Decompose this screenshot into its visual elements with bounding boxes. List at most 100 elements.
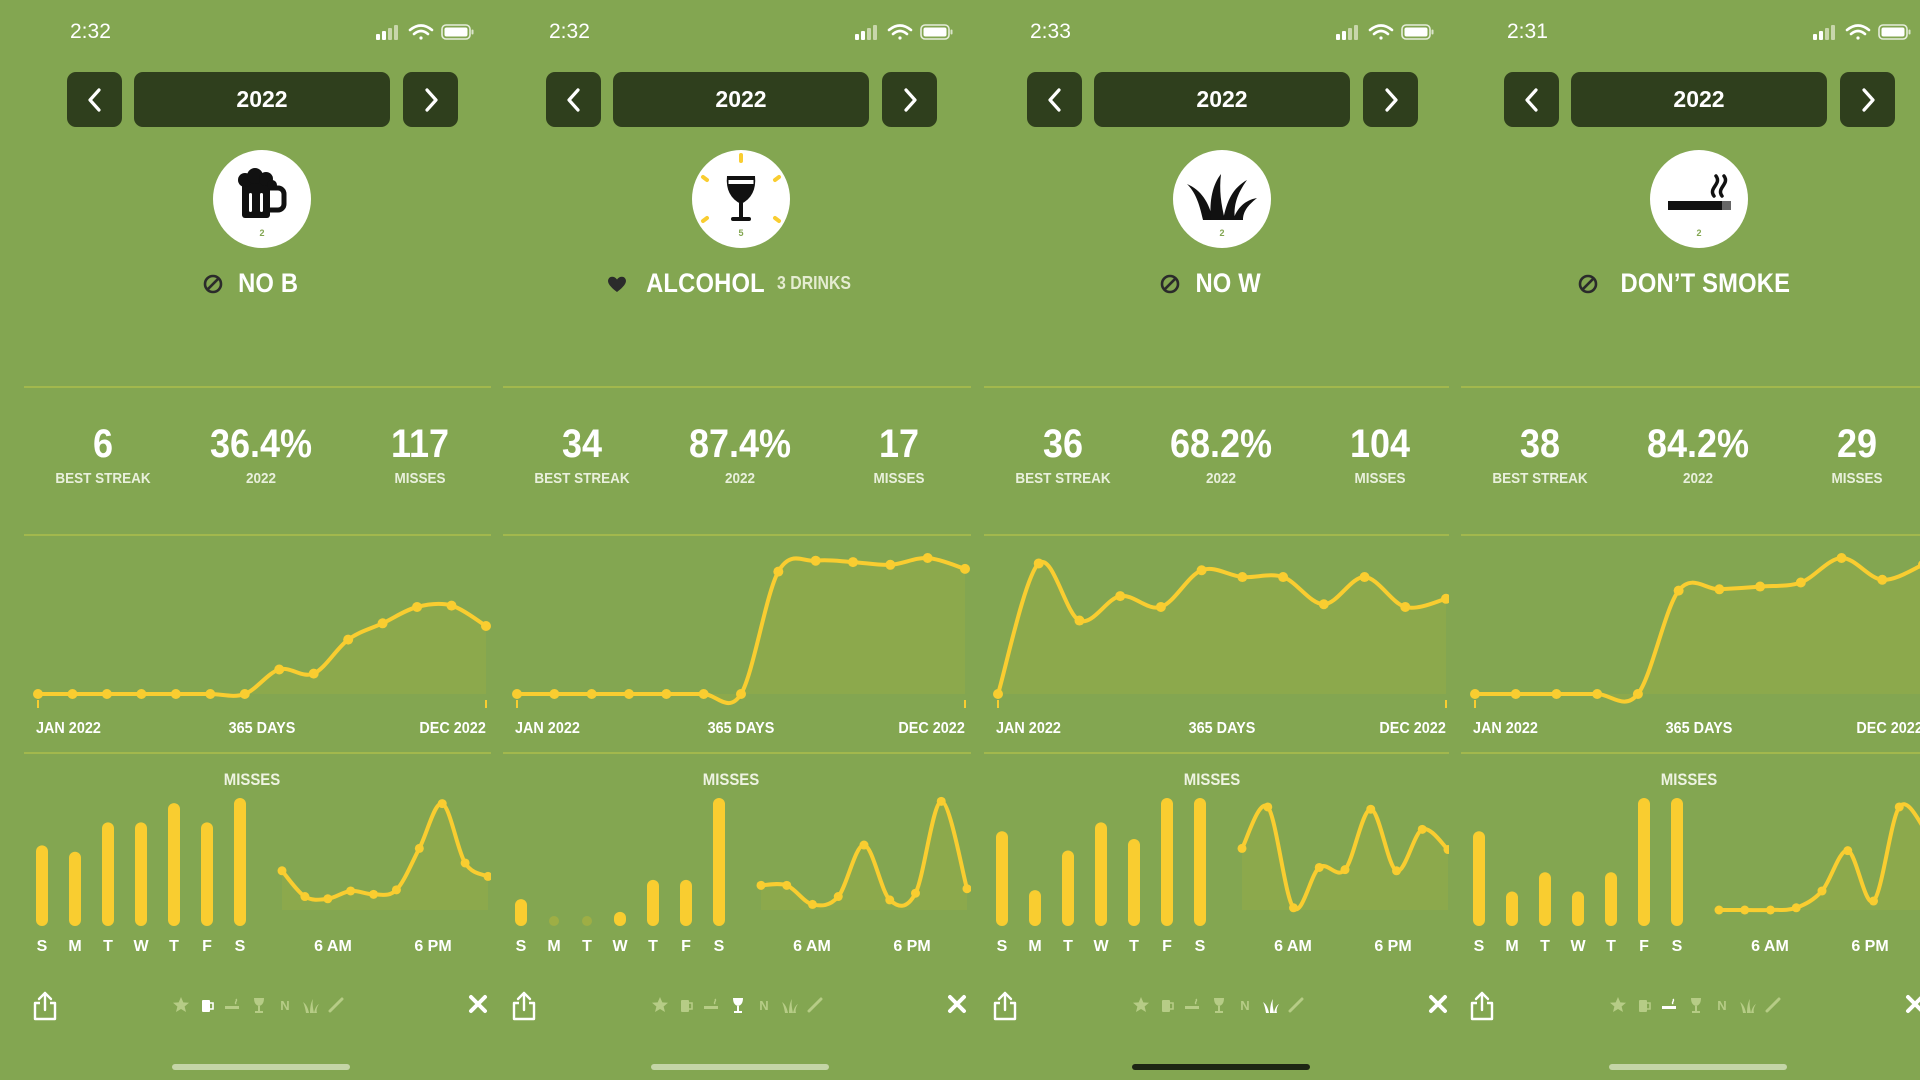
habit-switch-star-icon[interactable] <box>651 996 669 1014</box>
misses-chart-title: MISSES <box>223 770 281 789</box>
trend-start-label: JAN 2022 <box>1473 720 1538 737</box>
habit-icon-button[interactable]: 2 <box>1173 150 1271 248</box>
share-icon[interactable] <box>30 990 60 1022</box>
divider <box>24 752 492 754</box>
habit-switch-star-icon[interactable] <box>172 996 190 1014</box>
habit-switch-grass-icon[interactable] <box>781 996 799 1014</box>
hour-point <box>808 899 817 909</box>
trend-point <box>1074 615 1085 626</box>
trend-point <box>549 689 560 699</box>
habit-switch-wine-glass-icon[interactable] <box>729 996 747 1014</box>
habit-switch-beer-mug-icon[interactable] <box>1635 996 1653 1014</box>
weekday-label: T <box>1540 938 1550 955</box>
trend-end-label: DEC 2022 <box>419 720 486 737</box>
best-streak-stat: 36 BEST STREAK <box>988 420 1138 487</box>
habit-switch-cigar-icon[interactable] <box>1765 996 1783 1014</box>
habit-switch-cigarette-icon[interactable] <box>703 996 721 1014</box>
trend-point <box>1318 599 1329 610</box>
year-selector[interactable]: 2022 <box>134 72 390 127</box>
next-year-button[interactable] <box>403 72 458 127</box>
habit-switch-cigarette-icon[interactable] <box>1661 996 1679 1014</box>
habit-switch-cigarette-icon[interactable] <box>224 996 242 1014</box>
hour-point <box>1417 824 1427 834</box>
habit-icon-button[interactable]: 5 <box>692 150 790 248</box>
habit-switch-wine-glass-icon[interactable] <box>1687 996 1705 1014</box>
trend-point <box>993 689 1003 699</box>
status-time: 2:32 <box>70 20 111 43</box>
close-icon[interactable] <box>467 993 489 1015</box>
habit-switch-n-letter-icon[interactable]: N <box>1236 996 1254 1014</box>
share-icon[interactable] <box>1467 990 1497 1022</box>
weekday-label: T <box>648 938 658 955</box>
habit-icon-button[interactable]: 2 <box>1650 150 1748 248</box>
habit-switch-cigar-icon[interactable] <box>328 996 346 1014</box>
hour-point <box>323 894 333 904</box>
habit-screen-1: 2:32 2022 <box>12 0 492 1080</box>
cellular-signal-icon <box>1336 25 1358 40</box>
best-streak-value: 6 <box>92 422 114 466</box>
habit-switch-star-icon[interactable] <box>1132 996 1150 1014</box>
chevron-right-icon <box>903 87 917 112</box>
best-streak-label: BEST STREAK <box>1015 470 1111 487</box>
prohibited-icon <box>203 274 223 293</box>
habit-switch-beer-mug-icon[interactable] <box>677 996 695 1014</box>
habit-switch-n-letter-icon[interactable]: N <box>276 996 294 1014</box>
next-year-button[interactable] <box>882 72 937 127</box>
trend-point <box>810 555 821 566</box>
habit-switch-cigarette-icon[interactable] <box>1184 996 1202 1014</box>
previous-year-button[interactable] <box>67 72 122 127</box>
status-icons <box>1813 24 1911 40</box>
habit-switch-n-letter-icon[interactable]: N <box>1713 996 1731 1014</box>
weekday-bar <box>102 822 114 926</box>
habit-title: DON’T SMOKE <box>1620 268 1790 298</box>
previous-year-button[interactable] <box>546 72 601 127</box>
habit-switch-cigar-icon[interactable] <box>807 996 825 1014</box>
trend-point <box>239 689 250 699</box>
close-icon[interactable] <box>1904 993 1920 1015</box>
hour-point <box>833 892 843 902</box>
weekday-label: W <box>1570 938 1586 955</box>
weekday-bar <box>996 831 1008 926</box>
misses-label: MISSES <box>1354 470 1406 487</box>
habit-switch-beer-mug-icon[interactable] <box>1158 996 1176 1014</box>
habit-switch-beer-mug-icon[interactable] <box>198 996 216 1014</box>
weekday-bar <box>1161 798 1173 926</box>
habit-switch-wine-glass-icon[interactable] <box>1210 996 1228 1014</box>
success-rate-label: 2022 <box>245 470 277 487</box>
habit-icon-button[interactable]: 2 <box>213 150 311 248</box>
weekday-bar <box>1095 822 1107 926</box>
trend-point <box>624 689 634 699</box>
year-selector[interactable]: 2022 <box>1571 72 1827 127</box>
habit-switcher: N <box>172 993 352 1017</box>
habit-switch-grass-icon[interactable] <box>302 996 320 1014</box>
close-icon[interactable] <box>1427 993 1449 1015</box>
weekday-bar <box>1128 838 1140 926</box>
hour-area <box>1719 804 1920 911</box>
hour-point <box>1766 905 1775 915</box>
next-year-button[interactable] <box>1840 72 1895 127</box>
habit-screen-4: 2:31 2022 <box>1449 0 1920 1080</box>
trend-point <box>1278 572 1289 583</box>
year-selector[interactable]: 2022 <box>613 72 869 127</box>
wifi-icon <box>408 24 434 40</box>
habit-switch-grass-icon[interactable] <box>1739 996 1757 1014</box>
trend-area <box>38 603 486 696</box>
next-year-button[interactable] <box>1363 72 1418 127</box>
weekday-bar <box>680 879 692 926</box>
close-icon[interactable] <box>946 993 968 1015</box>
habit-switch-n-letter-icon[interactable]: N <box>755 996 773 1014</box>
misses-label: MISSES <box>873 470 925 487</box>
year-selector[interactable]: 2022 <box>1094 72 1350 127</box>
previous-year-button[interactable] <box>1027 72 1082 127</box>
share-icon[interactable] <box>990 990 1020 1022</box>
battery-icon <box>441 24 474 40</box>
habit-switch-cigar-icon[interactable] <box>1288 996 1306 1014</box>
previous-year-button[interactable] <box>1504 72 1559 127</box>
share-icon[interactable] <box>509 990 539 1022</box>
habit-switch-grass-icon[interactable] <box>1262 996 1280 1014</box>
habit-switch-wine-glass-icon[interactable] <box>250 996 268 1014</box>
grass-icon <box>1187 174 1257 220</box>
habit-switch-star-icon[interactable] <box>1609 996 1627 1014</box>
trend-point <box>1400 601 1411 612</box>
wifi-icon <box>1845 24 1871 40</box>
